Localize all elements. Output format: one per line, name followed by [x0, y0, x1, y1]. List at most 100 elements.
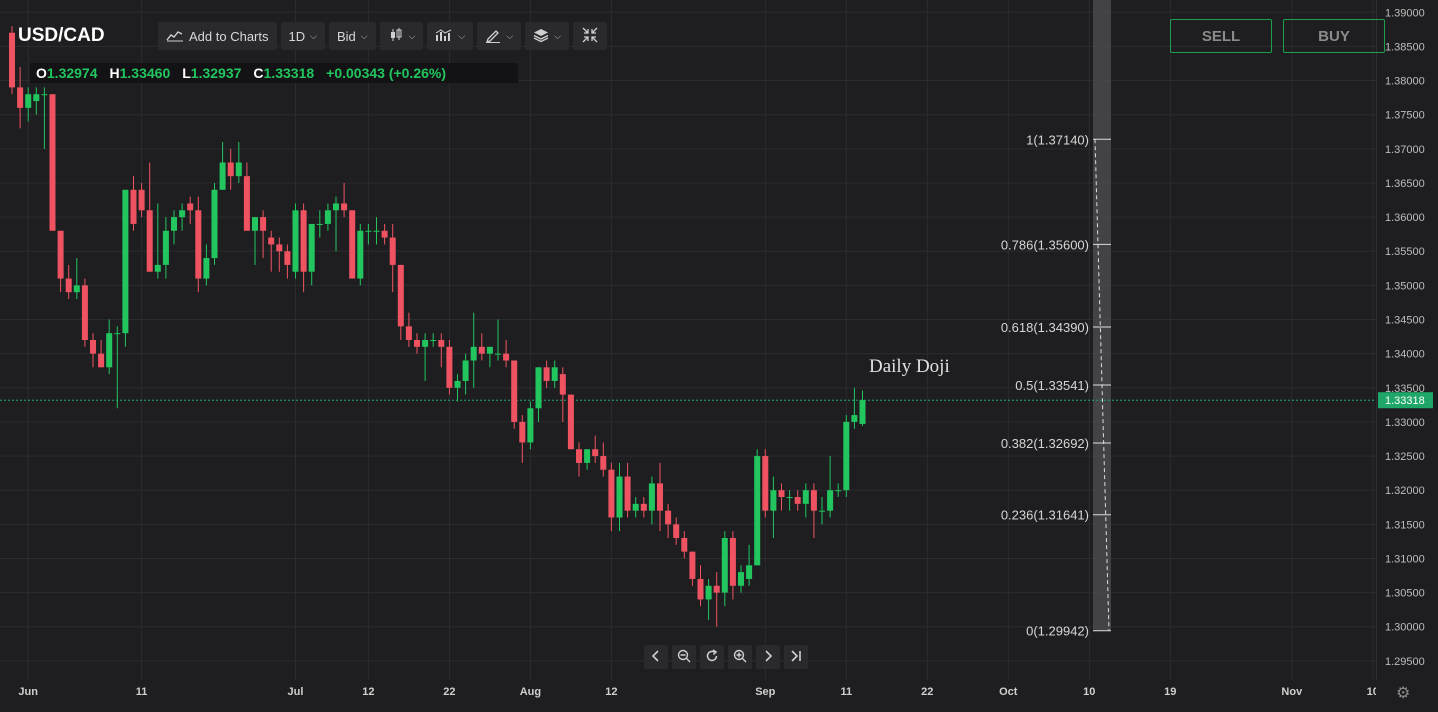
candle-body	[632, 503, 639, 511]
price-tick-label: 1.35500	[1385, 246, 1425, 258]
price-tick-label: 1.38000	[1385, 76, 1425, 88]
candle-body	[786, 497, 793, 499]
candle-body	[373, 230, 380, 232]
zoom-in-button[interactable]	[728, 645, 752, 669]
price-type-dropdown[interactable]: Bid ⌵	[328, 22, 376, 50]
candle-body	[81, 285, 88, 340]
open-value: O1.32974	[36, 65, 98, 81]
zoom-out-icon	[677, 649, 691, 666]
candle-body	[252, 217, 258, 231]
candle-body	[705, 585, 712, 600]
settings-icon[interactable]: ⚙	[1396, 685, 1411, 702]
candle-body	[624, 476, 631, 511]
time-tick-label: Jun	[18, 686, 38, 698]
candle-body	[138, 189, 145, 211]
price-tick-label: 1.35000	[1385, 280, 1425, 292]
candle-body	[859, 400, 866, 424]
candle-body	[357, 230, 364, 279]
candle-body	[187, 203, 194, 211]
price-tick-label: 1.36000	[1385, 212, 1425, 224]
time-tick-label: Oct	[999, 686, 1018, 698]
candle-body	[657, 483, 663, 511]
close-value: C1.33318	[253, 65, 315, 81]
candle-body	[600, 456, 607, 470]
candle-body	[608, 469, 615, 518]
time-axis[interactable]: Jun 11 Jul 12 22 Aug 12 Sep 11 22 Oct 10 19 Nov 10	[0, 680, 1376, 712]
time-tick-label: Jul	[288, 686, 304, 698]
candle-body	[640, 503, 647, 511]
collapse-button[interactable]	[572, 22, 607, 50]
chart-navigation	[644, 645, 808, 669]
chevron-down-icon: ⌵	[360, 30, 368, 41]
candle-body	[381, 230, 388, 238]
candle-body	[41, 94, 48, 96]
candle-body	[33, 94, 40, 102]
candle-body	[697, 578, 704, 600]
candle-body	[535, 367, 542, 409]
add-to-charts-button[interactable]: Add to Charts	[158, 22, 277, 50]
chevron-down-icon: ⌵	[506, 30, 514, 41]
candle-body	[9, 32, 15, 88]
candle-body	[316, 223, 323, 225]
candle-body	[729, 537, 736, 586]
chevron-down-icon: ⌵	[310, 30, 317, 41]
candle-body	[681, 537, 688, 552]
candle-body	[195, 210, 202, 279]
price-tick-label: 1.37000	[1385, 144, 1425, 156]
high-value: H1.33460	[109, 65, 171, 81]
price-tick-label: 1.32000	[1385, 485, 1425, 497]
fibonacci-range-band	[1093, 0, 1111, 631]
candle-body	[171, 217, 177, 231]
candle-body	[746, 565, 753, 579]
candle-body	[754, 456, 761, 566]
interval-dropdown[interactable]: 1D ⌵	[280, 22, 325, 50]
fibonacci-level-label: 0.786(1.35600)	[1001, 237, 1089, 252]
symbol-title: USD/CAD	[18, 25, 105, 46]
candle-body	[405, 326, 412, 340]
sell-button[interactable]: SELL	[1170, 19, 1272, 53]
price-type-label: Bid	[336, 28, 356, 44]
indicators-dropdown[interactable]: ⌵	[427, 22, 474, 50]
jump-to-end-icon	[789, 649, 803, 665]
time-tick-label: 22	[921, 686, 933, 698]
candle-body	[689, 551, 696, 579]
fibonacci-level-label: 1(1.37140)	[1026, 132, 1089, 147]
candle-body	[397, 264, 404, 327]
candle-body	[98, 353, 105, 368]
fibonacci-level-label: 0.382(1.32692)	[1001, 436, 1089, 451]
jump-to-end-button[interactable]	[784, 645, 808, 669]
candle-body	[17, 87, 24, 108]
scroll-left-button[interactable]	[644, 645, 668, 669]
price-tick-label: 1.30500	[1385, 588, 1425, 600]
time-tick-label: 11	[136, 686, 148, 698]
candle-body	[543, 367, 550, 381]
candle-body	[73, 285, 80, 293]
scroll-right-button[interactable]	[756, 645, 780, 669]
candle-body	[495, 353, 501, 355]
zoom-out-button[interactable]	[672, 645, 696, 669]
price-tick-label: 1.38500	[1385, 41, 1425, 53]
candle-body	[810, 490, 817, 511]
price-tick-label: 1.31500	[1385, 519, 1425, 531]
candle-body	[57, 230, 64, 279]
price-chart[interactable]: 1(1.37140) 0.786(1.35600) 0.618(1.34390) 0.…	[0, 0, 1376, 680]
draw-tools-dropdown[interactable]: ⌵	[477, 22, 522, 50]
candlestick-icon	[388, 27, 404, 46]
price-axis[interactable]: 1.39000 1.38500 1.38000 1.37500 1.37000 1.365…	[1376, 0, 1438, 680]
time-tick-label: 12	[605, 686, 617, 698]
current-price-tag-label: 1.33318	[1385, 395, 1425, 407]
candle-body	[203, 258, 210, 279]
zoom-in-icon	[733, 649, 747, 666]
chart-type-dropdown[interactable]: ⌵	[379, 22, 424, 50]
price-tick-label: 1.31000	[1385, 553, 1425, 565]
layers-dropdown[interactable]: ⌵	[525, 22, 569, 50]
candle-body	[762, 456, 769, 511]
buy-button[interactable]: BUY	[1283, 19, 1385, 53]
time-tick-label: 22	[443, 686, 455, 698]
reset-chart-button[interactable]	[700, 645, 724, 669]
time-tick-label: 12	[362, 686, 374, 698]
candle-body	[430, 340, 437, 341]
candle-body	[592, 449, 599, 457]
time-tick-label: Nov	[1281, 686, 1303, 698]
